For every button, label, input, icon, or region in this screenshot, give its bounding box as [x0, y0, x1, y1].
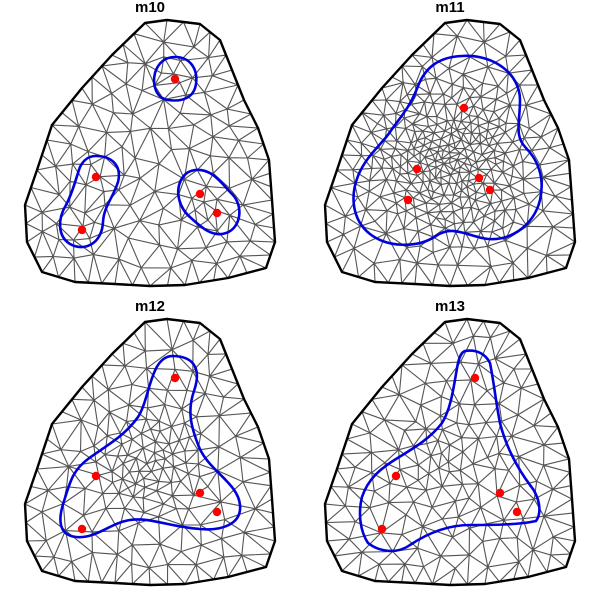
source-points-m13: [377, 373, 522, 534]
source-point-3: [77, 524, 87, 534]
source-point-1: [170, 74, 180, 84]
contour-curve-1: [358, 349, 541, 553]
source-point-5: [512, 507, 522, 517]
source-points-m11: [403, 103, 495, 205]
panel-m10: m10: [23, 0, 277, 288]
source-point-2: [91, 172, 101, 182]
refinement-contour-m11: [352, 54, 543, 247]
panel-m13: m13: [323, 298, 577, 587]
panel-title-m10: m10: [135, 0, 165, 16]
source-points-m10: [77, 74, 222, 235]
source-point-4: [474, 173, 484, 183]
mesh-m12: [23, 318, 276, 586]
source-point-4: [195, 189, 205, 199]
contour-curve-3: [177, 168, 241, 236]
source-point-3: [377, 524, 387, 534]
mesh-edges: [24, 19, 277, 287]
source-point-3: [403, 195, 413, 205]
domain-boundary-m10: [23, 18, 277, 288]
source-point-3: [77, 225, 87, 235]
panel-m12: m12: [23, 298, 277, 587]
source-point-2: [91, 471, 101, 481]
panel-title-m11: m11: [435, 0, 464, 16]
mesh-m13: [324, 317, 576, 587]
source-point-5: [485, 185, 495, 195]
source-point-1: [470, 373, 480, 383]
source-points-m12: [77, 373, 222, 534]
mesh-edges: [23, 318, 276, 586]
domain-boundary-m12: [23, 317, 277, 587]
panel-m11: m11: [323, 0, 577, 288]
mesh-edges: [324, 19, 577, 288]
panel-title-m13: m13: [435, 298, 465, 315]
contour-curve-1: [152, 55, 198, 102]
contour-curve-1: [352, 54, 543, 247]
source-point-1: [459, 103, 469, 113]
refinement-contour-m12: [59, 354, 242, 539]
mesh-edges: [324, 317, 576, 587]
source-point-4: [495, 488, 505, 498]
panel-title-m12: m12: [135, 298, 165, 315]
contour-curve-1: [59, 354, 242, 539]
domain-boundary-m11: [323, 18, 577, 288]
source-point-2: [412, 164, 422, 174]
source-point-5: [212, 507, 222, 517]
mesh-m10: [24, 19, 277, 287]
mesh-m11: [324, 19, 577, 288]
source-point-5: [212, 208, 222, 218]
contour-curve-2: [58, 154, 121, 249]
source-point-2: [391, 471, 401, 481]
source-point-4: [195, 488, 205, 498]
refinement-contour-m13: [358, 349, 541, 553]
source-point-1: [170, 373, 180, 383]
refinement-contour-m10: [58, 55, 241, 249]
domain-boundary-m13: [323, 317, 577, 587]
